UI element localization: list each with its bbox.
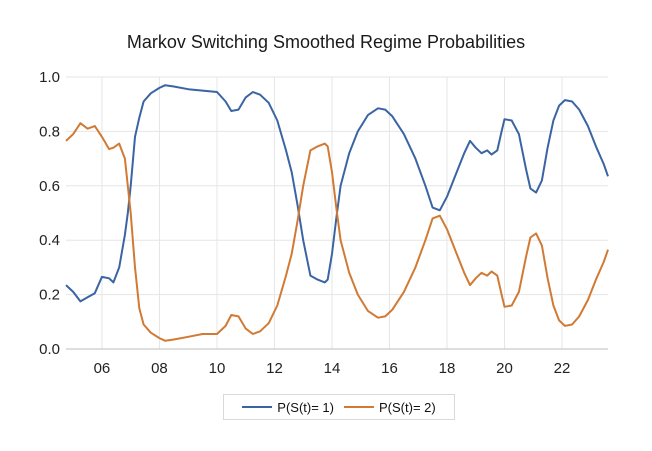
x-tick-label: 14 [324,360,341,377]
legend: P(S(t)= 1) P(S(t)= 2) [223,394,455,420]
series-line-regime-1 [65,84,609,303]
y-tick-label: 0.6 [39,178,60,195]
legend-swatch-regime-2 [344,406,374,408]
x-tick-labels: 06 08 10 12 14 16 18 20 22 [94,360,571,377]
legend-label-regime-2: P(S(t)= 2) [379,399,436,415]
x-tick-label: 20 [496,360,513,377]
y-tick-label: 0.8 [39,123,60,140]
y-tick-label: 0.0 [39,341,60,358]
x-tick-label: 12 [266,360,283,377]
y-tick-label: 0.4 [39,232,60,249]
series-lines [65,84,609,342]
x-tick-label: 06 [94,360,111,377]
x-tick-label: 18 [439,360,456,377]
y-tick-label: 0.2 [39,287,60,304]
x-tick-label: 10 [209,360,226,377]
legend-swatch-regime-1 [242,406,273,408]
legend-item-regime-1: P(S(t)= 1) [242,400,334,415]
x-tick-label: 16 [381,360,398,377]
y-tick-label: 1.0 [39,69,60,86]
legend-item-regime-2: P(S(t)= 2) [344,400,436,415]
x-tick-label: 08 [151,360,168,377]
series-line-regime-2 [65,122,609,342]
chart-title: Markov Switching Smoothed Regime Probabi… [126,32,526,52]
y-tick-labels: 0.0 0.2 0.4 0.6 0.8 1.0 [39,69,60,358]
legend-label-regime-1: P(S(t)= 1) [277,399,334,415]
x-tick-label: 22 [554,360,571,377]
